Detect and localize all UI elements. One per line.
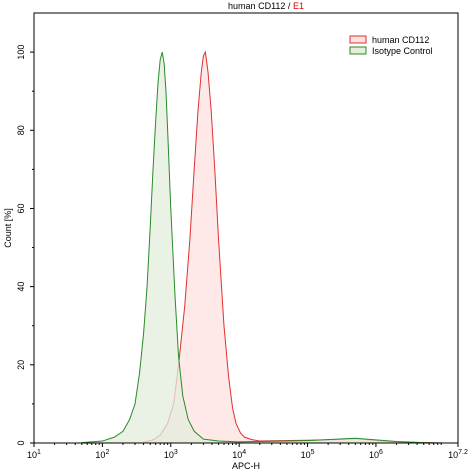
- legend-label-human-cd112: human CD112: [372, 35, 429, 45]
- chart-title: human CD112 / E1: [228, 1, 304, 11]
- histogram-line-isotype-control: [81, 51, 445, 444]
- chart-title-gate: E1: [293, 1, 304, 11]
- x-axis: 101 102 103 104 105 106 107.2: [27, 443, 468, 460]
- x-tick-label: 105: [301, 449, 315, 460]
- y-tick-label: 0: [16, 440, 26, 445]
- y-axis: 0 20 40 60 80 100: [16, 45, 34, 446]
- y-tick-label: 80: [16, 125, 26, 135]
- y-tick-label: 20: [16, 360, 26, 370]
- legend-swatch-isotype-control: [349, 46, 367, 55]
- x-axis-label: APC-H: [232, 461, 260, 471]
- chart-title-separator: /: [285, 1, 293, 11]
- y-tick-label: 100: [16, 45, 26, 60]
- y-tick-label: 40: [16, 282, 26, 292]
- x-tick-label: 103: [164, 449, 178, 460]
- chart-title-main: human CD112: [228, 1, 285, 11]
- x-tick-label: 107.2: [448, 449, 468, 460]
- histogram-fill-isotype-control: [81, 52, 445, 444]
- x-tick-label: 106: [369, 449, 383, 460]
- histogram-fill-human-cd112: [143, 52, 445, 444]
- plot-area: [81, 50, 445, 444]
- y-tick-label: 60: [16, 203, 26, 213]
- x-tick-label: 101: [27, 449, 41, 460]
- legend-label-isotype-control: Isotype Control: [372, 46, 433, 56]
- y-axis-label: Count [%]: [3, 208, 13, 248]
- legend-swatch-human-cd112: [349, 35, 367, 44]
- x-tick-label: 104: [232, 449, 246, 460]
- x-tick-label: 102: [95, 449, 109, 460]
- plot-frame: [33, 12, 459, 444]
- legend: human CD112 Isotype Control: [349, 35, 433, 56]
